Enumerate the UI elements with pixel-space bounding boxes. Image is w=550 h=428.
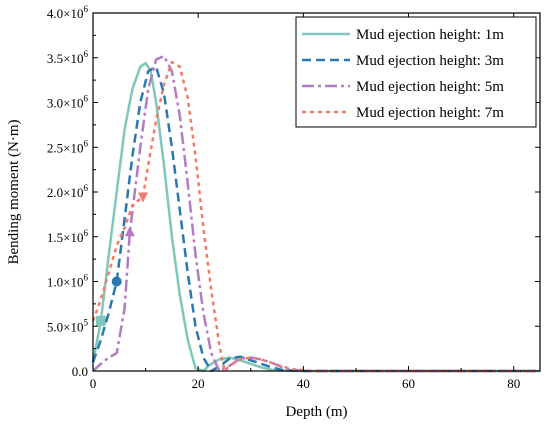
x-tick-label: 40 <box>297 376 310 391</box>
series-marker-1 <box>95 315 106 326</box>
legend: Mud ejection height: 1m Mud ejection heig… <box>295 16 537 128</box>
y-tick-label: 1.0×106 <box>47 273 89 290</box>
legend-label-1: Mud ejection height: 1m <box>356 27 504 43</box>
y-tick-label: 2.0×106 <box>47 183 89 200</box>
series-marker-3 <box>124 226 135 237</box>
series-marker-4 <box>137 192 148 203</box>
series-line-4 <box>91 60 540 373</box>
legend-label-3: Mud ejection height: 5m <box>356 79 504 95</box>
x-tick-label: 80 <box>507 376 520 391</box>
x-tick-label: 20 <box>192 376 205 391</box>
legend-label-2: Mud ejection height: 3m <box>356 53 504 69</box>
series-line-2 <box>91 65 540 373</box>
series-line-1 <box>91 61 540 373</box>
y-tick-label: 3.5×106 <box>47 49 89 66</box>
x-axis-title: Depth (m) <box>285 404 347 420</box>
series-layer <box>91 54 540 373</box>
y-tick-label: 5.0×105 <box>47 317 89 334</box>
legend-label-4: Mud ejection height: 7m <box>356 105 504 121</box>
y-axis-title: Bending moment (N·m) <box>6 120 22 265</box>
y-tick-label: 2.5×106 <box>47 138 89 155</box>
series-marker-2 <box>111 276 122 287</box>
y-tick-label: 3.0×106 <box>47 94 89 111</box>
y-tick-label: 1.5×106 <box>47 228 89 245</box>
legend-box <box>295 16 537 128</box>
y-tick-label: 0.0 <box>72 364 88 379</box>
y-tick-label: 4.0×106 <box>47 4 89 21</box>
series-line-3 <box>92 54 540 373</box>
x-tick-label: 0 <box>90 376 97 391</box>
x-tick-label: 60 <box>402 376 415 391</box>
